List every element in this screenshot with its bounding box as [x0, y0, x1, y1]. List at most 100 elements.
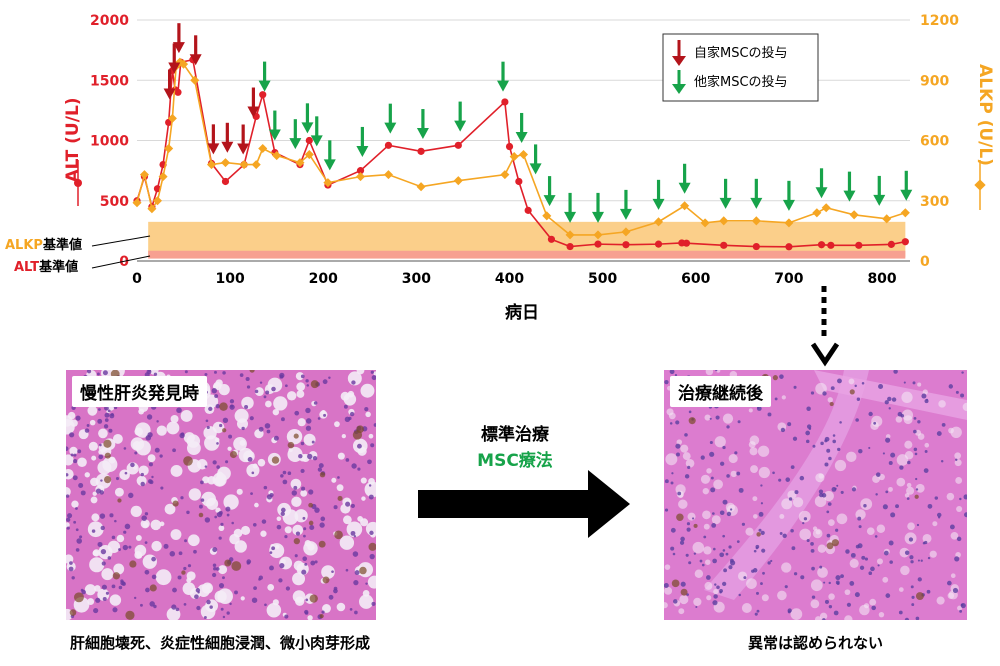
right-tick-label: 0 [920, 254, 930, 270]
left-tick-label: 1500 [90, 73, 129, 89]
alkp-point [453, 176, 463, 186]
allogeneic-msc-arrow [384, 103, 397, 134]
alt-point [827, 241, 835, 249]
allogeneic-msc-arrow [592, 192, 605, 223]
alkp-point [751, 216, 761, 226]
alt-point [654, 240, 663, 248]
allogeneic-msc-arrow [873, 175, 886, 206]
alkp-point [179, 59, 189, 69]
allogeneic-msc-arrow [268, 110, 281, 141]
autologous-msc-arrow [189, 35, 202, 66]
legend-item-allogeneic: 他家MSCの投与 [672, 70, 788, 94]
alt-point [356, 167, 365, 175]
x-tick-label: 400 [495, 271, 524, 287]
alt-point [901, 238, 909, 246]
series-line-alkp [136, 61, 906, 236]
right-tick-label: 900 [920, 73, 949, 89]
alt-point [524, 206, 532, 214]
allogeneic-msc-arrow [515, 112, 528, 143]
alkp-point [239, 160, 249, 170]
right-tick-label: 600 [920, 134, 949, 150]
autologous-msc-arrow [237, 124, 250, 155]
alt-point [887, 240, 895, 248]
autologous-msc-arrow [172, 23, 185, 54]
x-tick-label: 700 [774, 271, 803, 287]
x-tick-label: 600 [681, 271, 710, 287]
svg-text:ALT基準値: ALT基準値 [14, 259, 78, 275]
allogeneic-msc-arrow [782, 180, 795, 211]
allogeneic-msc-arrow [564, 192, 577, 223]
histology-after-caption: 異常は認められない [747, 634, 883, 652]
treatment-arrow-icon [418, 470, 630, 538]
alt-point [785, 243, 793, 251]
alkp-point [500, 170, 510, 180]
alt-point [417, 147, 425, 155]
alt-point [305, 136, 313, 145]
allogeneic-msc-arrow [678, 163, 691, 194]
alt-point [501, 98, 509, 106]
left-axis-label: ALT (U/L) [63, 97, 83, 182]
allogeneic-msc-arrow [750, 178, 763, 209]
alkp-point [132, 198, 142, 208]
left-tick-label: 1000 [90, 134, 129, 150]
alkp-point [152, 196, 163, 206]
left-tick-label: 500 [100, 194, 129, 210]
allogeneic-msc-arrow [719, 178, 732, 209]
alkp-point [821, 203, 831, 213]
alt-reference-label: ALT基準値 [14, 255, 151, 275]
left-tick-label: 0 [119, 254, 129, 270]
alkp-point [304, 150, 314, 160]
alt-point [622, 241, 630, 249]
legend-label-autologous: 自家MSCの投与 [694, 45, 788, 61]
x-tick-label: 500 [588, 271, 617, 287]
alt-point [454, 141, 462, 149]
alkp-point [158, 172, 168, 182]
x-tick-label: 0 [132, 271, 142, 287]
alt-point [594, 240, 602, 248]
reference-bands [148, 221, 906, 259]
alt-point [855, 241, 863, 249]
allogeneic-msc-arrow [843, 171, 856, 202]
left-tick-label: 2000 [90, 13, 129, 29]
axes: 0 100 200 300 400 500 600 700 800 0 500 1000 1500 200… [90, 13, 959, 287]
autologous-msc-arrow [221, 122, 234, 153]
allogeneic-msc-arrow [310, 116, 323, 147]
alkp-reference-label: ALKP基準値 [5, 235, 151, 253]
histology-before-label: 慢性肝炎発見時 [72, 376, 207, 407]
alkp-point [849, 210, 859, 220]
alt-point [720, 241, 728, 249]
autologous-msc-arrow [247, 87, 260, 118]
histology-after-label: 治療継続後 [670, 376, 771, 407]
alt-point [752, 242, 760, 251]
allogeneic-msc-arrow [323, 140, 336, 171]
legend-label-allogeneic: 他家MSCの投与 [694, 74, 788, 90]
alt-point [259, 91, 267, 99]
allogeneic-msc-arrow [497, 61, 510, 92]
right-axis-label: ALKP (U/L) [975, 64, 995, 166]
x-tick-label: 200 [309, 271, 338, 287]
allogeneic-msc-arrow [356, 126, 369, 157]
right-axis-legend-marker [974, 160, 986, 210]
histology-before-image [66, 370, 376, 620]
alkp-point [251, 160, 261, 170]
alkp-point [355, 172, 366, 182]
alt-point [174, 88, 182, 96]
autologous-msc-arrow [168, 43, 181, 74]
autologous-msc-arrow [163, 69, 176, 100]
alkp-point [272, 151, 282, 161]
alt-point [682, 239, 691, 247]
x-tick-label: 300 [402, 271, 431, 287]
histology-before-panel: 慢性肝炎発見時 [66, 370, 376, 620]
allogeneic-msc-arrow [900, 170, 913, 201]
alt-point [221, 177, 230, 186]
alkp-point [518, 150, 529, 160]
alt-point [817, 241, 826, 249]
alkp-point [190, 75, 200, 85]
alkp-point [900, 208, 910, 218]
allogeneic-msc-arrow [301, 103, 314, 134]
histology-after-image [664, 370, 967, 620]
allogeneic-msc-arrow [416, 109, 429, 140]
right-tick-label: 1200 [920, 13, 959, 29]
x-axis-label: 病日 [505, 302, 539, 323]
alt-point [515, 177, 523, 186]
